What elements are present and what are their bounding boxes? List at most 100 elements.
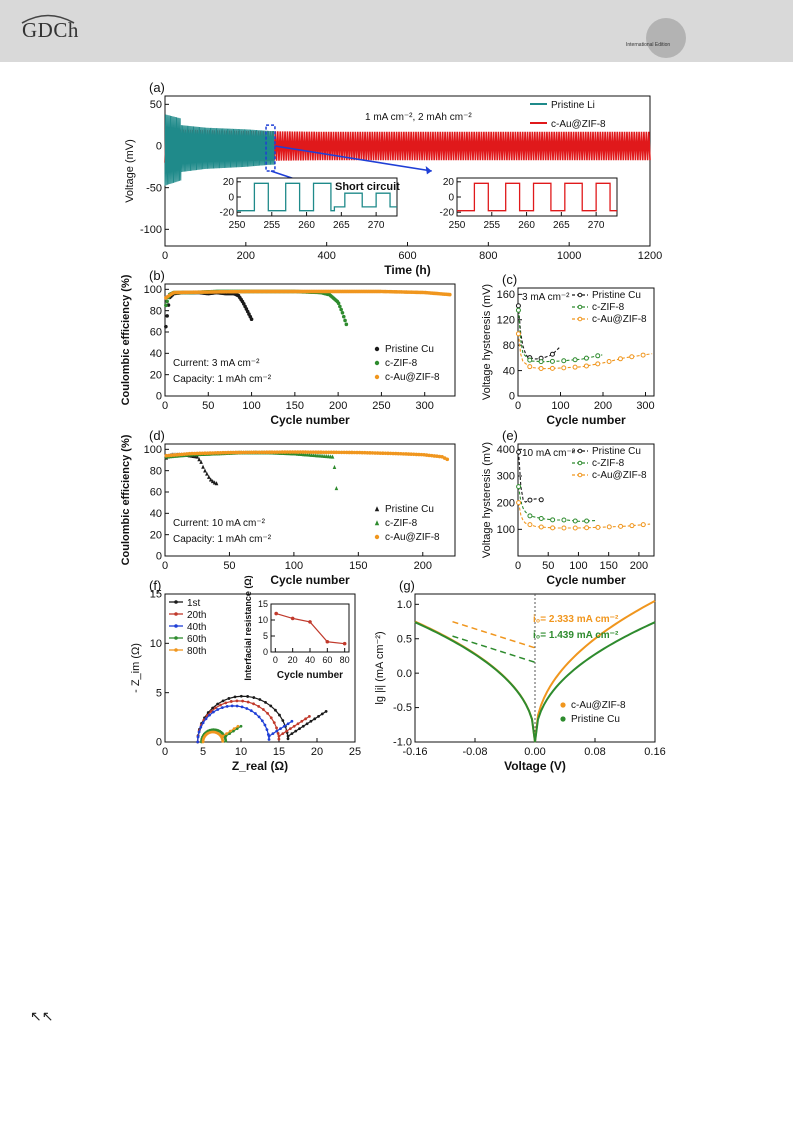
data-point [257, 704, 261, 708]
data-point [187, 451, 192, 456]
data-point [185, 452, 189, 456]
plot-frame [164, 443, 456, 557]
legend-label: c-Au@ZIF-8 [385, 532, 440, 543]
data-point [338, 304, 342, 309]
y-tick-label: 100 [144, 444, 162, 456]
chart-annotation: Capacity: 1 mAh cm⁻² [173, 534, 272, 545]
data-point [538, 365, 544, 371]
data-point [308, 620, 312, 624]
data-point [583, 355, 589, 361]
data-point [174, 636, 178, 640]
data-point [277, 450, 282, 454]
x-tick-label: 200 [630, 560, 648, 572]
x-tick-label: 265 [553, 220, 570, 231]
x-tick-label: 50 [202, 400, 214, 412]
data-point [275, 729, 279, 733]
y-tick-label: 15 [258, 599, 268, 609]
legend-label: c-ZIF-8 [385, 518, 418, 529]
data-point [207, 474, 211, 479]
data-point [365, 450, 370, 455]
data-point [198, 451, 202, 456]
y-tick-label: -1.0 [393, 737, 412, 749]
data-point [199, 459, 203, 464]
data-point [370, 451, 375, 455]
data-point [549, 365, 555, 371]
x-tick-label: 0 [162, 400, 168, 412]
panel-label: (e) [502, 428, 518, 443]
data-point [236, 724, 240, 728]
data-point [221, 699, 225, 703]
y-tick-label: 100 [497, 524, 515, 536]
y-tick-label: -50 [146, 182, 162, 194]
x-tick-label: 1000 [557, 250, 581, 262]
data-point [560, 716, 566, 722]
panel-label: (f) [149, 578, 161, 593]
data-point [290, 450, 295, 454]
data-point [374, 506, 380, 512]
x-axis-label: Time (h) [384, 263, 430, 277]
data-point [280, 450, 285, 454]
data-point [374, 534, 380, 540]
data-point [550, 517, 556, 523]
data-point [300, 719, 304, 723]
data-point [197, 457, 201, 462]
data-point [235, 727, 239, 731]
data-point [265, 450, 269, 455]
y-tick-label: 160 [497, 289, 515, 301]
x-tick-label: 400 [317, 250, 335, 262]
data-point [342, 450, 346, 455]
data-point [245, 707, 249, 710]
data-point [210, 479, 215, 484]
data-point [165, 299, 169, 304]
data-point [214, 481, 219, 486]
data-point [308, 450, 313, 454]
y-tick-label: 0 [448, 192, 454, 203]
x-axis-label: Voltage (V) [504, 759, 566, 773]
x-tick-label: 0 [515, 400, 521, 412]
data-point [246, 450, 251, 455]
data-point [414, 452, 419, 457]
legend-label: c-Au@ZIF-8 [592, 314, 647, 325]
series-line [517, 333, 653, 370]
data-point [266, 711, 269, 715]
data-point [264, 700, 267, 704]
data-point [577, 292, 583, 298]
data-point [375, 451, 380, 455]
data-point [203, 451, 207, 456]
legend-label: Pristine Cu [592, 446, 641, 457]
data-point [208, 451, 212, 455]
zoom-box [265, 124, 276, 172]
chart-annotation: Capacity: 1 mAh cm⁻² [173, 374, 272, 385]
data-point [169, 453, 174, 458]
data-point [179, 452, 184, 457]
x-tick-label: 200 [414, 560, 432, 572]
data-point [640, 522, 646, 528]
y-tick-label: 80 [150, 305, 162, 317]
data-point [203, 468, 207, 473]
data-point [362, 450, 367, 455]
data-point [260, 719, 264, 723]
y-tick-label: 200 [497, 497, 515, 509]
data-point [262, 450, 267, 455]
x-tick-label: 20 [288, 655, 298, 665]
data-point [196, 735, 200, 739]
inset-annotation: Short circuit [335, 181, 400, 193]
x-tick-label: 60 [322, 655, 332, 665]
x-axis-label: Cycle number [270, 413, 350, 427]
data-point [212, 710, 215, 714]
data-point [275, 450, 279, 454]
x-tick-label: 200 [329, 400, 347, 412]
data-point [275, 726, 278, 730]
data-point [172, 453, 176, 457]
data-point [211, 706, 215, 710]
data-point [340, 311, 345, 315]
y-tick-label: 0 [156, 737, 162, 749]
inset-y-label: Interfacial resistance (Ω) [243, 575, 253, 680]
data-point [319, 450, 323, 455]
data-point [404, 452, 408, 456]
journal-header: GDCh International Edition [0, 0, 793, 62]
data-point [269, 704, 273, 708]
data-point [226, 450, 230, 455]
back-to-top-icon[interactable]: ↖↖ [30, 1008, 54, 1024]
